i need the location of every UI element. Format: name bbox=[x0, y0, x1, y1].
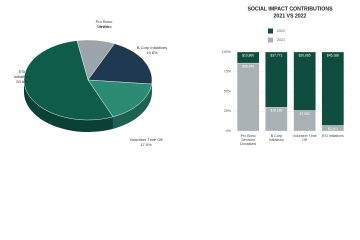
bar-segment bbox=[236, 51, 260, 64]
bar-value-label: $7,052 bbox=[300, 112, 310, 116]
slice bbox=[23, 40, 114, 121]
bar-value-label: $10,800 bbox=[242, 53, 254, 57]
bar-value-label: $20,085 bbox=[299, 53, 311, 57]
bar-segment bbox=[265, 51, 288, 108]
y-tick-label: 50% bbox=[224, 89, 232, 93]
x-tick-label: B Corp Initiatives bbox=[268, 134, 284, 143]
bar-segment bbox=[293, 51, 316, 111]
bar-segment bbox=[236, 62, 260, 132]
pie-label: Volunteer Time Off bbox=[129, 137, 163, 142]
slice bbox=[87, 43, 153, 85]
slice-side bbox=[112, 84, 152, 129]
legend-swatch bbox=[268, 28, 273, 34]
pie-value-label: 53.6% bbox=[16, 79, 28, 84]
bar-value-label: $66,348 bbox=[242, 64, 254, 68]
pie-label: B Corp Initiatives bbox=[136, 45, 168, 50]
bar-value-label: $45,188 bbox=[327, 53, 339, 57]
bar-value-label: $16,186 bbox=[270, 109, 282, 113]
chart-subtitle: 2021 VS 2022 bbox=[274, 13, 307, 19]
y-tick-label: 100% bbox=[222, 50, 232, 54]
pie-label: Pro Bono Services bbox=[95, 19, 113, 29]
y-tick-label: 75% bbox=[224, 70, 232, 74]
x-tick-label: Pro Bono Services Donations bbox=[240, 134, 257, 147]
legend-swatch bbox=[268, 37, 273, 43]
legend-label: 2022 bbox=[277, 29, 285, 33]
page: {"chart_data": [ {"type": "pie3d", "cate… bbox=[13, 6, 347, 147]
y-tick-label: 25% bbox=[224, 109, 232, 113]
pie-value-label: 9.6% bbox=[99, 24, 109, 29]
x-tick-label: Volunteer Time Off bbox=[292, 134, 317, 143]
pie-value-label: 19.8% bbox=[146, 50, 158, 55]
slice-side bbox=[24, 80, 113, 133]
pie-label: ESI Initiatives bbox=[13, 69, 31, 79]
bar-value-label: $3,401 bbox=[328, 127, 338, 131]
bar-value-label: $37,771 bbox=[270, 53, 282, 57]
bar-segment bbox=[321, 51, 345, 126]
pie-value-label: 17.0% bbox=[140, 142, 152, 147]
slice bbox=[87, 79, 152, 118]
x-tick-label: ESI Initiatives bbox=[321, 134, 344, 138]
chart-title: SOCIAL IMPACT CONTRIBUTIONS bbox=[247, 6, 333, 12]
y-tick-label: 0% bbox=[226, 129, 232, 133]
legend-label: 2021 bbox=[277, 38, 285, 42]
